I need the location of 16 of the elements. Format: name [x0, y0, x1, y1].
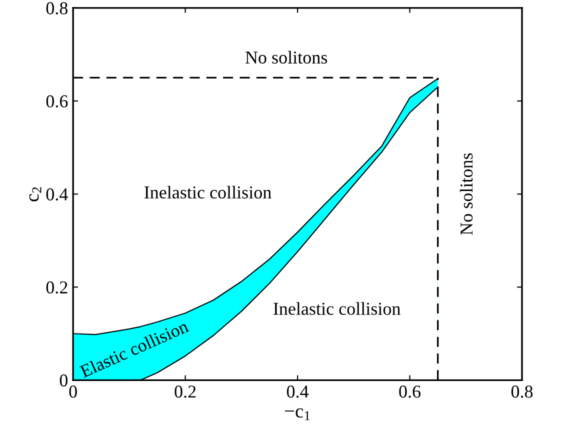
x-axis-title: −c$_{1}$ [284, 408, 310, 420]
y-tick-label: 0.8 [46, 2, 68, 14]
annotation: No solitons [245, 50, 328, 64]
y-tick-label: 0.4 [46, 188, 68, 201]
y-axis-title: c$_{2}$ [29, 187, 42, 202]
x-tick-label: 0.2 [174, 386, 196, 398]
x-tick-label: 0.8 [511, 386, 533, 398]
x-tick-label: 0.6 [399, 386, 421, 398]
x-tick-label: 0 [69, 386, 77, 398]
y-tick-label: 0.6 [46, 95, 68, 108]
annotation: No solitons [460, 153, 473, 235]
y-tick-label: 0 [60, 374, 68, 387]
annotation: Inelastic collision [274, 302, 400, 315]
x-tick-label: 0.4 [286, 386, 309, 398]
y-tick-label: 0.2 [46, 281, 68, 294]
annotation: Inelastic collision [144, 186, 272, 199]
